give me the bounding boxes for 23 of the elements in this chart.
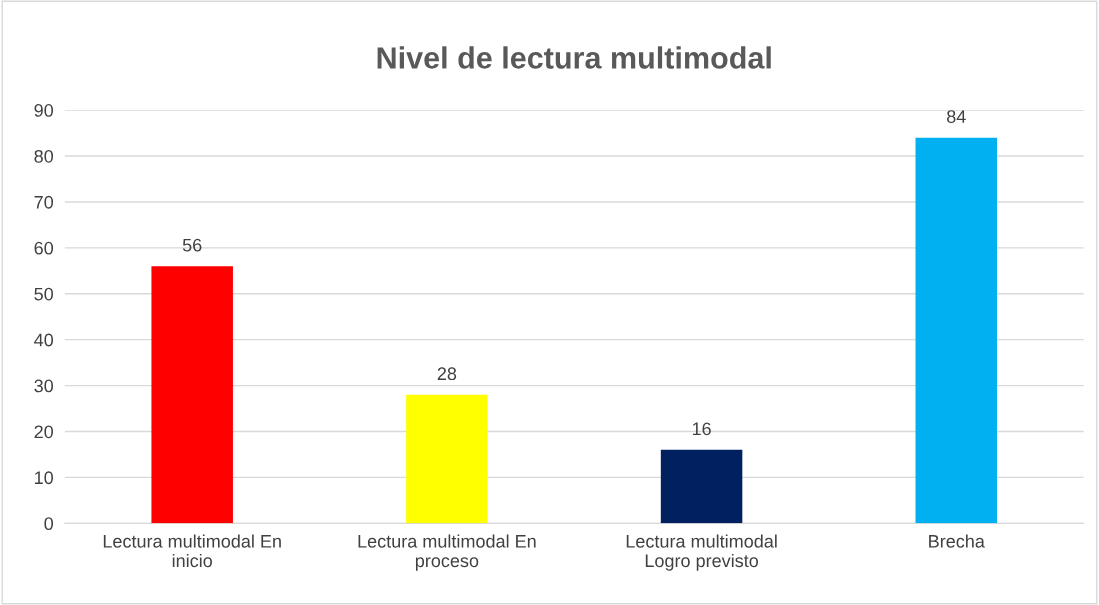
x-tick-label: Lectura multimodal En inicio bbox=[103, 534, 281, 568]
y-tick-label: 80 bbox=[34, 149, 54, 163]
y-tick-label: 20 bbox=[34, 425, 54, 439]
x-tick-label: Lectura multimodal Logro previsto bbox=[626, 534, 777, 571]
x-tick-label: Brecha bbox=[929, 534, 985, 548]
x-tick-label: Lectura multimodal En proceso bbox=[358, 534, 536, 571]
y-tick-label: 30 bbox=[34, 379, 54, 393]
bar bbox=[406, 394, 488, 524]
y-tick-label: 10 bbox=[35, 471, 54, 485]
data-label: 84 bbox=[947, 110, 966, 123]
y-tick-label: 60 bbox=[34, 241, 54, 255]
data-label: 16 bbox=[692, 422, 711, 436]
data-label: 28 bbox=[437, 367, 457, 381]
bar bbox=[151, 266, 233, 524]
y-tick-label: 0 bbox=[44, 517, 54, 531]
bar bbox=[660, 449, 743, 524]
y-tick-label: 50 bbox=[34, 287, 54, 301]
bar bbox=[915, 137, 998, 524]
y-tick-label: 40 bbox=[34, 333, 54, 347]
chart-title: Nivel de lectura multimodal bbox=[377, 46, 771, 69]
y-tick-label: 70 bbox=[34, 195, 54, 209]
y-tick-label: 90 bbox=[34, 104, 54, 117]
data-label: 56 bbox=[182, 238, 202, 252]
